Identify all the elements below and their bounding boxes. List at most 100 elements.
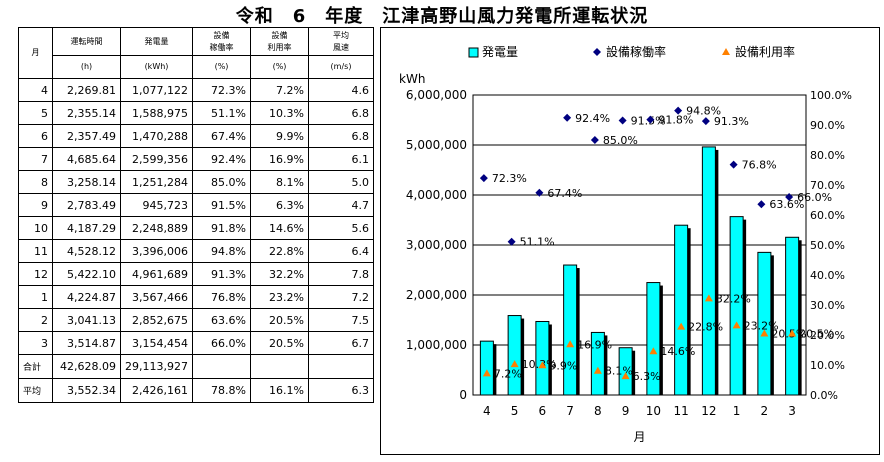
cell-month: 2 — [18, 308, 53, 332]
table-row: 1 4,224.87 3,567,466 76.8% 23.2% 7.2 — [18, 285, 374, 309]
cell-wind: 4.6 — [308, 78, 374, 102]
y-right-tick-label: 100.0% — [810, 89, 852, 102]
cell-hours: 4,224.87 — [52, 285, 121, 309]
cell-utilization: 7.2% — [250, 78, 309, 102]
y-left-tick-label: 6,000,000 — [406, 88, 467, 102]
header-utilization-unit: (%) — [250, 55, 309, 79]
bar — [785, 236, 800, 396]
utilization-data-label: 22.8% — [688, 321, 723, 334]
utilization-point — [538, 361, 547, 369]
header-month: 月 — [18, 27, 53, 79]
availability-data-label: 51.1% — [520, 236, 555, 249]
x-tick-label: 9 — [622, 404, 630, 418]
availability-data-label: 63.6% — [769, 198, 804, 211]
bar — [674, 224, 689, 396]
cell-availability: 67.4% — [192, 124, 251, 148]
cell-hours: 4,187.29 — [52, 216, 121, 240]
cell-energy: 4,961,689 — [120, 262, 193, 286]
utilization-point — [566, 340, 575, 348]
cell-availability: 91.5% — [192, 193, 251, 217]
availability-point — [618, 116, 627, 125]
cell-hours: 2,269.81 — [52, 78, 121, 102]
cell-wind: 4.7 — [308, 193, 374, 217]
y-right-tick-label: 70.0% — [810, 179, 845, 192]
cell-wind: 6.3 — [308, 378, 374, 403]
table-row: 5 2,355.14 1,588,975 51.1% 10.3% 6.8 — [18, 101, 374, 125]
availability-point — [590, 136, 599, 144]
chart: 0 1,000,000 2,000,000 3,000,000 4,000,000 5,0… — [399, 44, 852, 444]
cell-hours: 3,041.13 — [52, 308, 121, 332]
cell-hours: 4,528.12 — [52, 239, 121, 263]
bar — [590, 331, 605, 396]
cell-availability: 91.3% — [192, 262, 251, 286]
cell-utilization: 16.1% — [250, 378, 309, 403]
availability-data-label: 66.0% — [797, 191, 832, 204]
utilization-data-label: 8.1% — [605, 365, 633, 378]
cell-wind: 7.5 — [308, 308, 374, 332]
availability-data-label: 72.3% — [492, 172, 527, 185]
y-left-tick-label: 1,000,000 — [406, 338, 467, 352]
y-right-tick-label: 30.0% — [810, 299, 845, 312]
cell-energy: 1,470,288 — [120, 124, 193, 148]
cell-availability — [192, 354, 251, 379]
cell-wind: 6.8 — [308, 124, 374, 148]
y-right-tick-label: 90.0% — [810, 119, 845, 132]
x-tick-label: 2 — [761, 404, 769, 418]
bar — [563, 264, 578, 396]
cell-utilization: 20.5% — [250, 331, 309, 355]
utilization-data-label: 7.2% — [494, 367, 522, 380]
utilization-point — [788, 329, 797, 337]
cell-utilization: 20.5% — [250, 308, 309, 332]
utilization-point — [732, 321, 741, 329]
cell-wind: 7.8 — [308, 262, 374, 286]
availability-point — [646, 115, 655, 124]
x-tick-label: 5 — [511, 404, 519, 418]
plot-frame — [472, 94, 807, 396]
table-row: 8 3,258.14 1,251,284 85.0% 8.1% 5.0 — [18, 170, 374, 194]
utilization-point — [621, 372, 630, 380]
cell-utilization: 16.9% — [250, 147, 309, 171]
y-right-tick-label: 20.0% — [810, 329, 845, 342]
y-left-tick-label: 0 — [459, 388, 467, 402]
cell-wind: 6.8 — [308, 101, 374, 125]
cell-utilization: 8.1% — [250, 170, 309, 194]
availability-point — [701, 117, 710, 126]
table-row: 10 4,187.29 2,248,889 91.8% 14.6% 5.6 — [18, 216, 374, 240]
cell-month: 1 — [18, 285, 53, 309]
operation-table: 月 運転時間 発電量 設備 稼働率 設備 利用率 平均 風速 (h) (kWh)… — [18, 27, 374, 403]
cell-month: 11 — [18, 239, 53, 263]
utilization-point — [510, 360, 519, 368]
cell-availability: 51.1% — [192, 101, 251, 125]
cell-energy: 2,599,356 — [120, 147, 193, 171]
x-axis-label: 月 — [633, 430, 645, 444]
cell-availability: 66.0% — [192, 331, 251, 355]
bar — [701, 146, 716, 396]
table-row: 12 5,422.10 4,961,689 91.3% 32.2% 7.8 — [18, 262, 374, 286]
x-tick-label: 1 — [733, 404, 741, 418]
legend-availability-label: 設備稼働率 — [606, 44, 666, 59]
bar — [618, 347, 633, 396]
header-energy-unit: (kWh) — [120, 55, 193, 79]
cell-energy: 3,154,454 — [120, 331, 193, 355]
cell-hours: 5,422.10 — [52, 262, 121, 286]
cell-month: 5 — [18, 101, 53, 125]
availability-point — [479, 174, 488, 183]
cell-availability: 91.8% — [192, 216, 251, 240]
cell-utilization: 9.9% — [250, 124, 309, 148]
cell-availability: 63.6% — [192, 308, 251, 332]
cell-energy: 2,426,161 — [120, 378, 193, 403]
y-right-tick-label: 50.0% — [810, 239, 845, 252]
y-right-tick-label: 60.0% — [810, 209, 845, 222]
cell-energy: 29,113,927 — [120, 354, 193, 379]
x-tick-label: 8 — [594, 404, 602, 418]
cell-availability: 72.3% — [192, 78, 251, 102]
cell-availability: 85.0% — [192, 170, 251, 194]
cell-wind: 5.6 — [308, 216, 374, 240]
availability-data-label: 92.4% — [575, 112, 610, 125]
page-title: 令和 6 年度 江津高野山風力発電所運転状況 — [235, 6, 649, 27]
header-availability-unit: (%) — [192, 55, 251, 79]
y-left-tick-label: 3,000,000 — [406, 238, 467, 252]
cell-hours: 2,355.14 — [52, 101, 121, 125]
bar — [479, 340, 494, 396]
cell-wind: 6.7 — [308, 331, 374, 355]
